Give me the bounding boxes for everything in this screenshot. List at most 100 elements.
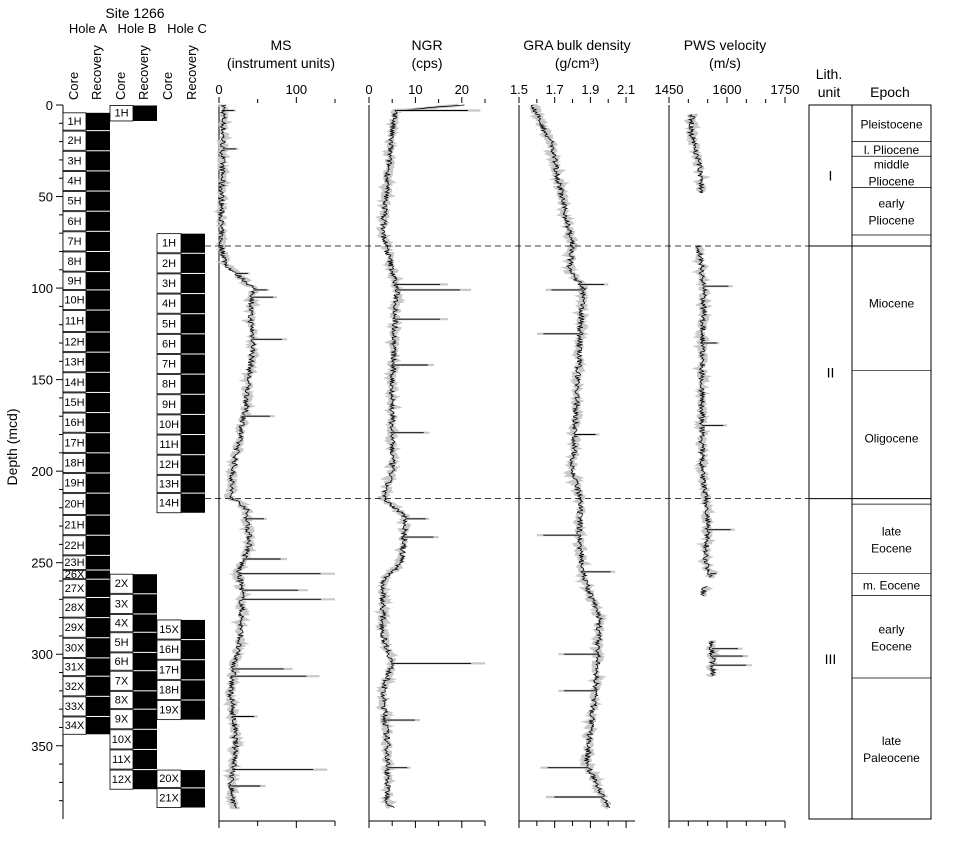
core-label: 16H	[64, 417, 84, 429]
epoch-label: l. Pliocene	[864, 143, 920, 157]
core-label: 2H	[162, 258, 176, 270]
core-label: 7H	[67, 236, 81, 248]
core-recovery-bar	[86, 638, 110, 658]
lith-header-line1: Lith.	[816, 66, 842, 82]
core-recovery-bar	[181, 700, 205, 720]
epoch-label: late	[882, 734, 902, 748]
epoch-label: m. Eocene	[863, 579, 921, 593]
core-recovery-bar	[86, 310, 110, 332]
core-recovery-bar	[86, 413, 110, 433]
core-label: 22H	[64, 540, 84, 552]
core-label: 2X	[115, 578, 129, 590]
recovery-header: Recovery	[184, 45, 199, 100]
epoch-label: Pliocene	[868, 214, 914, 228]
core-label: 18H	[64, 457, 84, 469]
core-recovery-bar	[133, 614, 157, 632]
core-label: 19X	[159, 705, 179, 717]
core-recovery-bar	[86, 493, 110, 515]
depth-tick-label: 250	[31, 556, 53, 571]
series-smoothed-line	[700, 586, 707, 596]
core-recovery-bar	[181, 493, 205, 513]
track-tick-label: 100	[285, 82, 307, 97]
core-label: 21H	[64, 520, 84, 532]
core-recovery-bar	[181, 455, 205, 475]
recovery-header: Recovery	[89, 45, 104, 100]
core-recovery-bar	[86, 171, 110, 191]
core-recovery-bar	[181, 394, 205, 414]
core-recovery-bar	[181, 354, 205, 374]
core-recovery-bar	[133, 729, 157, 749]
core-recovery-bar	[86, 658, 110, 676]
core-label: 14H	[159, 498, 179, 510]
core-recovery-bar	[181, 435, 205, 455]
core-recovery-bar	[181, 640, 205, 660]
core-recovery-bar	[86, 515, 110, 535]
core-label: 18H	[159, 684, 179, 696]
core-label: 10H	[159, 419, 179, 431]
core-recovery-bar	[86, 433, 110, 453]
series-raw-line	[213, 103, 261, 810]
core-recovery-bar	[86, 211, 110, 231]
core-label: 3H	[162, 278, 176, 290]
core-recovery-bar	[181, 253, 205, 273]
track-tick-label: 0	[215, 82, 222, 97]
series-smoothed-line	[217, 104, 257, 809]
core-label: 23H	[64, 557, 84, 569]
core-recovery-bar	[133, 770, 157, 790]
depth-axis-label: Depth (mcd)	[4, 408, 20, 485]
core-recovery-bar	[86, 231, 110, 251]
core-recovery-bar	[133, 652, 157, 671]
hole-label: Hole A	[69, 21, 108, 36]
core-label: 5H	[114, 637, 128, 649]
core-label: 19H	[64, 478, 84, 490]
core-recovery-bar	[181, 334, 205, 354]
core-recovery-bar	[86, 251, 110, 272]
core-label: 15H	[64, 397, 84, 409]
track-gra: GRA bulk density (g/cm³) 1.5 1.7 1.9 2.1	[510, 37, 635, 828]
core-columns: 1H 2H 3H 4H 5H 6H 7H 8H 9H 10H 11H 12H 13H 14H 15H 16H 1…	[62, 105, 205, 808]
core-label: 33X	[65, 701, 85, 713]
core-recovery-bar	[86, 131, 110, 151]
track-title: GRA bulk density	[523, 37, 630, 53]
track-tick-label: 20	[455, 82, 469, 97]
epoch-label: late	[882, 524, 902, 538]
lith-unit-label: III	[825, 651, 837, 667]
core-label: 8H	[162, 379, 176, 391]
track-unit: (m/s)	[709, 55, 741, 71]
core-recovery-bar	[133, 105, 157, 121]
core-recovery-bar	[86, 191, 110, 211]
hole-label: Hole C	[167, 21, 207, 36]
track-tick-label: 0	[365, 82, 372, 97]
core-header: Core	[66, 72, 81, 100]
track-unit: (cps)	[411, 55, 442, 71]
series-smoothed-line	[687, 113, 705, 194]
core-label: 34X	[65, 720, 85, 732]
recovery-header: Recovery	[136, 45, 151, 100]
core-label: 10X	[112, 734, 132, 746]
core-label: 4H	[67, 175, 81, 187]
lith-unit-label: I	[829, 167, 833, 183]
core-label: 17H	[159, 664, 179, 676]
core-header: Core	[113, 72, 128, 100]
core-label: 31X	[65, 662, 85, 674]
core-recovery-bar	[181, 374, 205, 394]
depth-tick-label: 100	[31, 281, 53, 296]
hole-label: Hole B	[117, 21, 156, 36]
core-recovery-bar	[86, 535, 110, 555]
track-unit: (g/cm³)	[555, 55, 599, 71]
core-label: 13H	[64, 357, 84, 369]
core-recovery-bar	[86, 716, 110, 735]
core-label: 4H	[162, 298, 176, 310]
core-label: 5H	[162, 318, 176, 330]
depth-tick-label: 200	[31, 464, 53, 479]
depth-tick-label: 50	[39, 190, 53, 205]
track-tick-label: 2.1	[617, 82, 635, 97]
core-label: 11H	[65, 316, 84, 328]
core-label: 13H	[159, 478, 179, 490]
series-smoothed-line	[378, 104, 465, 809]
core-label: 15X	[159, 624, 179, 636]
core-recovery-bar	[86, 597, 110, 618]
track-tick-label: 1.7	[546, 82, 564, 97]
core-recovery-bar	[181, 788, 205, 808]
depth-tick-label: 0	[46, 98, 53, 113]
